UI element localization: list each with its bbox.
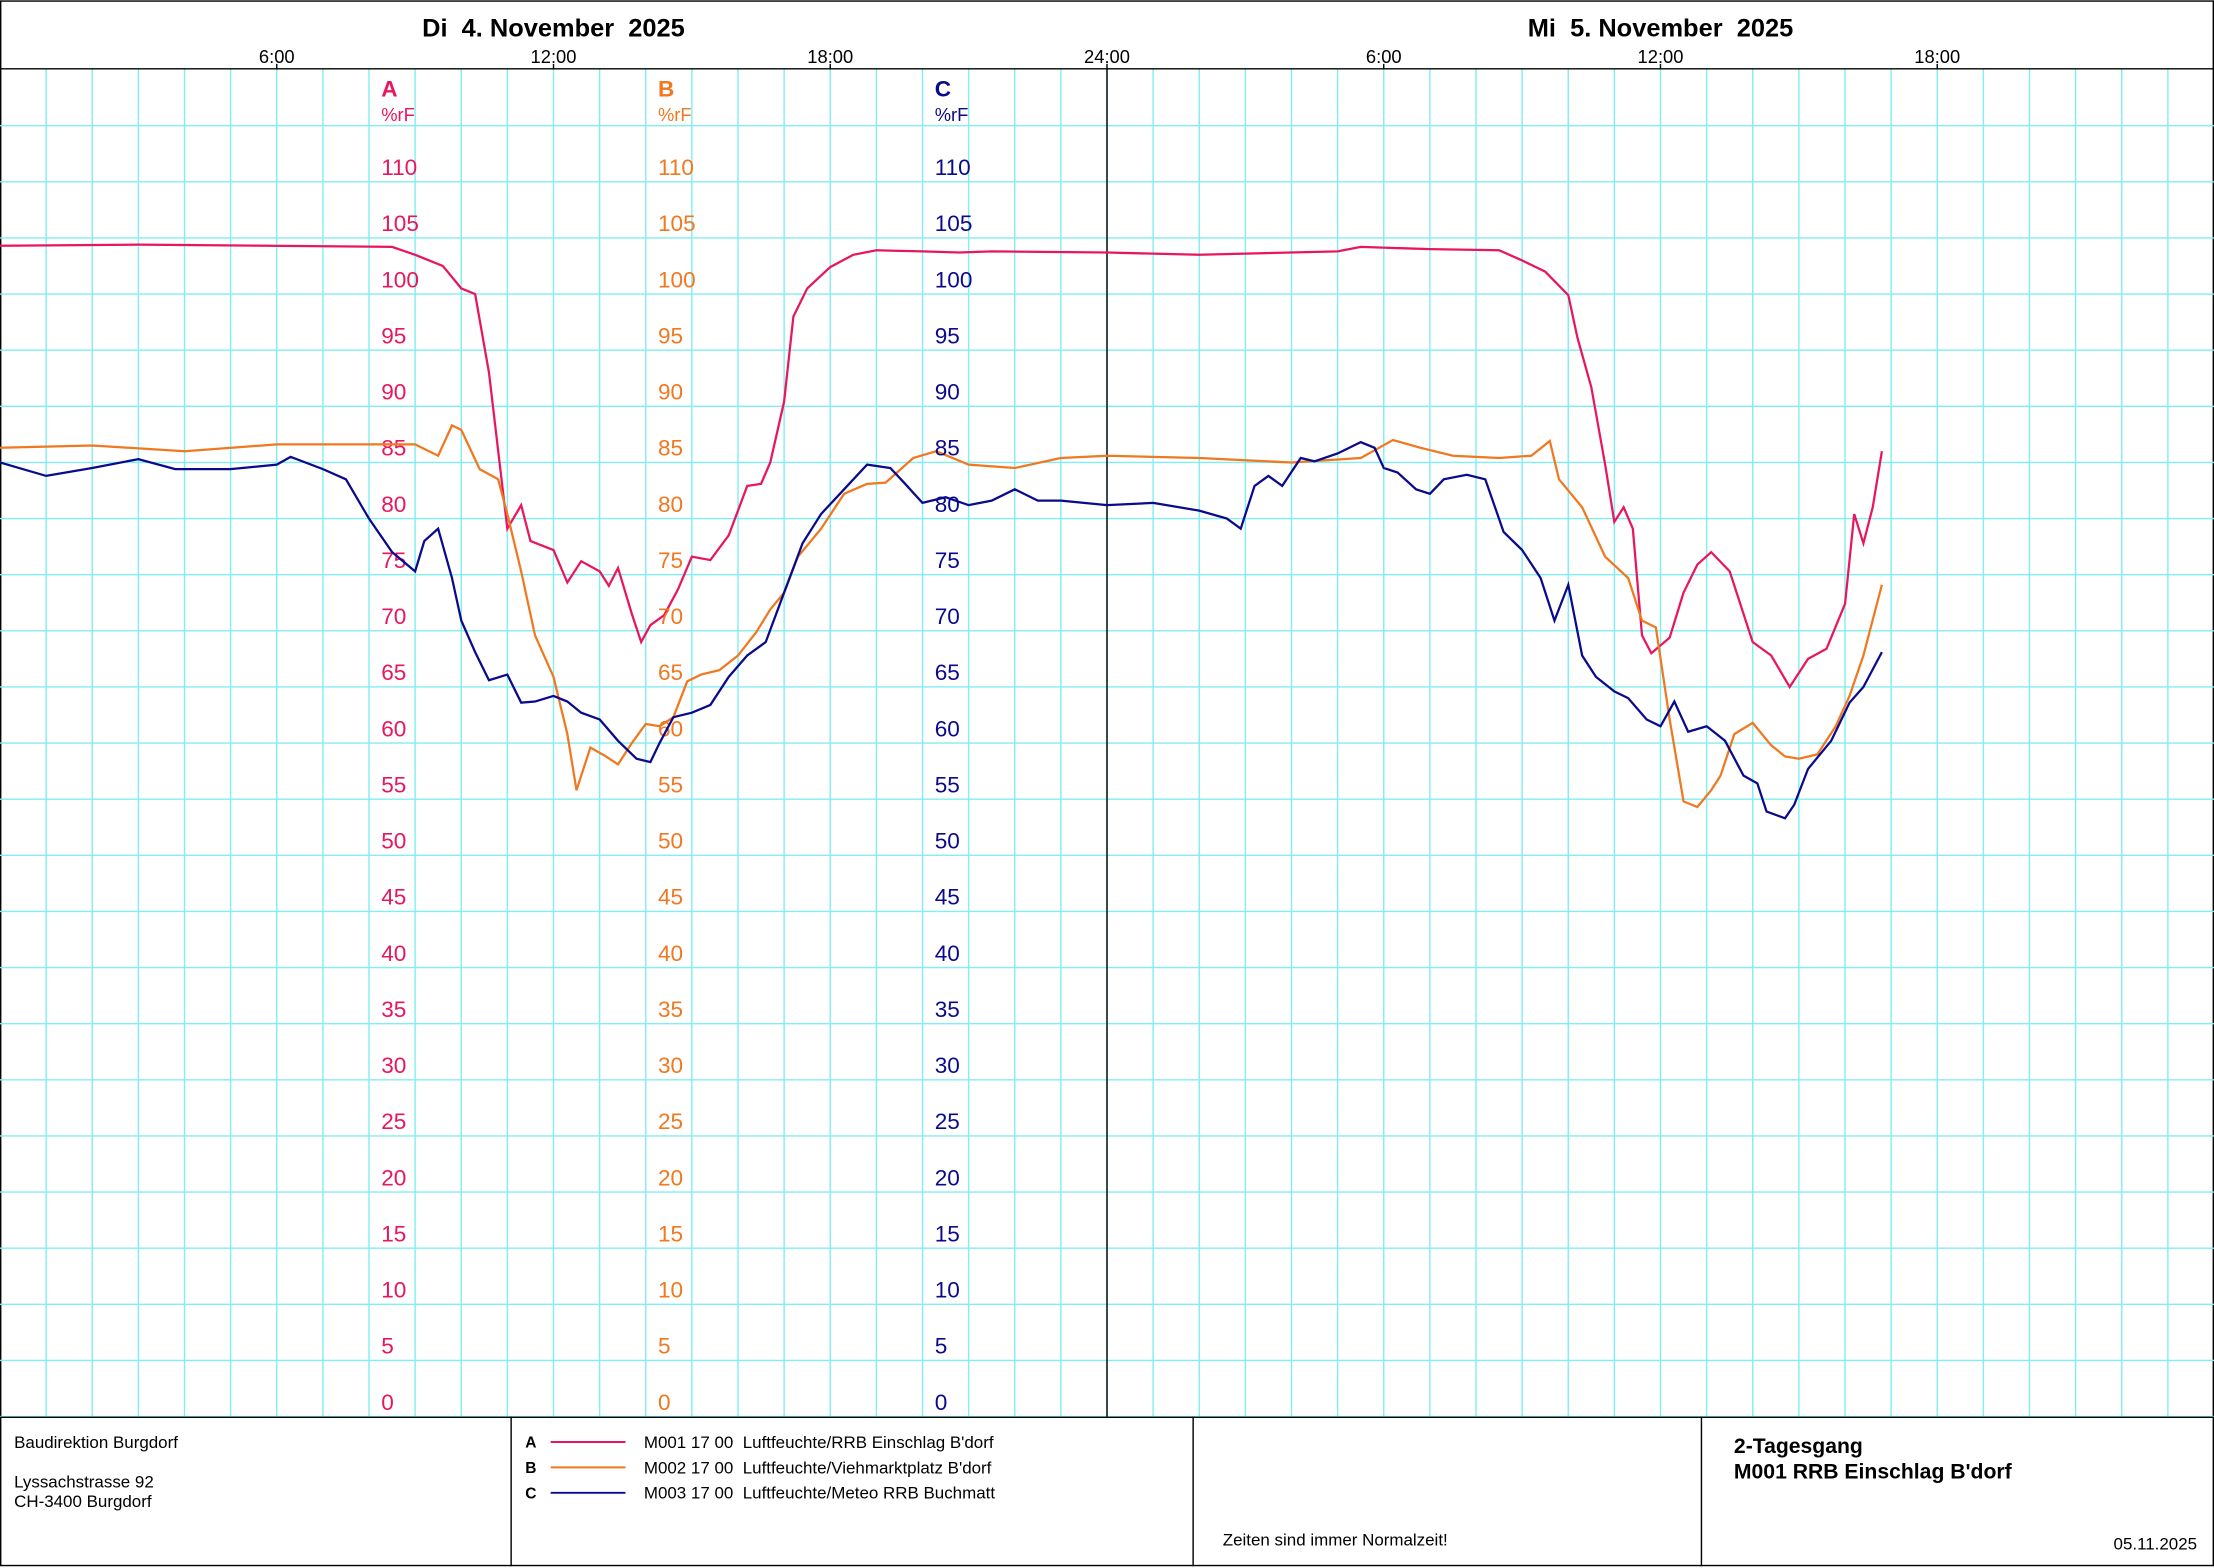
y-tick-label: 25 <box>381 1109 406 1134</box>
axis-unit: %rF <box>658 104 692 125</box>
y-tick-label: 80 <box>381 492 406 517</box>
y-tick-label: 30 <box>935 1053 960 1078</box>
y-tick-label: 40 <box>658 941 683 966</box>
footer-subtitle: M001 RRB Einschlag B'dorf <box>1734 1461 2013 1484</box>
street: Lyssachstrasse 92 <box>14 1472 154 1491</box>
series-line <box>0 243 1884 690</box>
y-tick-label: 35 <box>935 997 960 1022</box>
date: 05.11.2025 <box>2114 1535 2198 1554</box>
axis-id: A <box>381 77 397 102</box>
y-tick-label: 95 <box>381 323 406 348</box>
y-tick-label: 60 <box>381 716 406 741</box>
y-tick-label: 110 <box>658 155 694 180</box>
x-tick-label: 24:00 <box>1084 46 1130 67</box>
y-tick-label: 10 <box>658 1278 683 1303</box>
y-tick-label: 5 <box>381 1334 394 1359</box>
y-tick-label: 65 <box>658 660 683 685</box>
y-tick-label: 30 <box>658 1053 683 1078</box>
day-label: Mi 5. November 2025 <box>1528 15 1793 43</box>
y-tick-label: 10 <box>381 1278 406 1303</box>
y-tick-label: 50 <box>658 829 683 854</box>
series-line <box>0 440 1883 820</box>
footer-title: 2-Tagesgang <box>1734 1435 1863 1458</box>
y-tick-label: 5 <box>658 1334 671 1359</box>
y-tick-label: 90 <box>935 380 960 405</box>
y-tick-label: 45 <box>381 885 406 910</box>
y-tick-label: 15 <box>935 1221 960 1246</box>
y-tick-label: 55 <box>935 772 960 797</box>
y-tick-label: 75 <box>658 548 683 573</box>
y-tick-label: 85 <box>658 436 683 461</box>
y-tick-label: 0 <box>381 1390 394 1415</box>
x-tick-label: 12:00 <box>1638 46 1684 67</box>
y-tick-label: 5 <box>935 1334 948 1359</box>
y-tick-label: 20 <box>935 1165 960 1190</box>
y-tick-label: 80 <box>935 492 960 517</box>
x-tick-label: 18:00 <box>807 46 853 67</box>
y-tick-label: 10 <box>935 1278 960 1303</box>
y-tick-label: 70 <box>381 604 406 629</box>
y-tick-label: 90 <box>658 380 683 405</box>
legend-id: C <box>525 1485 536 1502</box>
y-tick-label: 85 <box>381 436 406 461</box>
y-tick-label: 75 <box>935 548 960 573</box>
y-tick-label: 95 <box>658 323 683 348</box>
y-tick-label: 105 <box>935 211 973 236</box>
y-tick-label: 65 <box>381 660 406 685</box>
y-tick-label: 45 <box>658 885 683 910</box>
y-tick-label: 40 <box>935 941 960 966</box>
org: Baudirektion Burgdorf <box>14 1433 178 1452</box>
axis-id: B <box>658 77 674 102</box>
y-tick-label: 25 <box>658 1109 683 1134</box>
y-tick-label: 105 <box>658 211 696 236</box>
y-tick-label: 30 <box>381 1053 406 1078</box>
x-tick-label: 6:00 <box>259 46 295 67</box>
legend-name: M002 17 00 Luftfeuchte/Viehmarktplatz B'… <box>644 1458 992 1477</box>
legend-name: M003 17 00 Luftfeuchte/Meteo RRB Buchmat… <box>644 1484 995 1503</box>
legend-id: B <box>525 1460 536 1477</box>
y-tick-label: 20 <box>381 1165 406 1190</box>
y-tick-label: 25 <box>935 1109 960 1134</box>
y-tick-label: 50 <box>935 829 960 854</box>
y-tick-label: 15 <box>658 1221 683 1246</box>
y-tick-label: 100 <box>935 267 973 292</box>
y-tick-label: 20 <box>658 1165 683 1190</box>
y-tick-label: 85 <box>935 436 960 461</box>
x-tick-label: 18:00 <box>1914 46 1960 67</box>
y-tick-label: 100 <box>658 267 696 292</box>
y-tick-label: 40 <box>381 941 406 966</box>
y-tick-label: 90 <box>381 380 406 405</box>
y-tick-label: 70 <box>658 604 683 629</box>
axis-unit: %rF <box>935 104 969 125</box>
legend-id: A <box>525 1435 536 1452</box>
y-tick-label: 55 <box>658 772 683 797</box>
city: CH-3400 Burgdorf <box>14 1492 152 1511</box>
y-tick-label: 35 <box>658 997 683 1022</box>
note: Zeiten sind immer Normalzeit! <box>1223 1530 1448 1549</box>
axis-unit: %rF <box>381 104 415 125</box>
y-tick-label: 70 <box>935 604 960 629</box>
axis-id: C <box>935 77 951 102</box>
y-tick-label: 110 <box>381 155 417 180</box>
day-label: Di 4. November 2025 <box>422 15 685 43</box>
y-tick-label: 55 <box>381 772 406 797</box>
y-tick-label: 95 <box>935 323 960 348</box>
y-tick-label: 15 <box>381 1221 406 1246</box>
y-tick-label: 0 <box>935 1390 948 1415</box>
y-tick-label: 105 <box>381 211 419 236</box>
y-tick-label: 0 <box>658 1390 671 1415</box>
y-tick-label: 60 <box>935 716 960 741</box>
y-tick-label: 80 <box>658 492 683 517</box>
y-tick-label: 45 <box>935 885 960 910</box>
x-tick-label: 6:00 <box>1366 46 1402 67</box>
y-tick-label: 65 <box>935 660 960 685</box>
y-tick-label: 50 <box>381 829 406 854</box>
y-tick-label: 100 <box>381 267 419 292</box>
legend-name: M001 17 00 Luftfeuchte/RRB Einschlag B'd… <box>644 1433 994 1452</box>
x-tick-label: 12:00 <box>531 46 577 67</box>
y-tick-label: 35 <box>381 997 406 1022</box>
series-line <box>0 423 1883 809</box>
y-tick-label: 110 <box>935 155 971 180</box>
